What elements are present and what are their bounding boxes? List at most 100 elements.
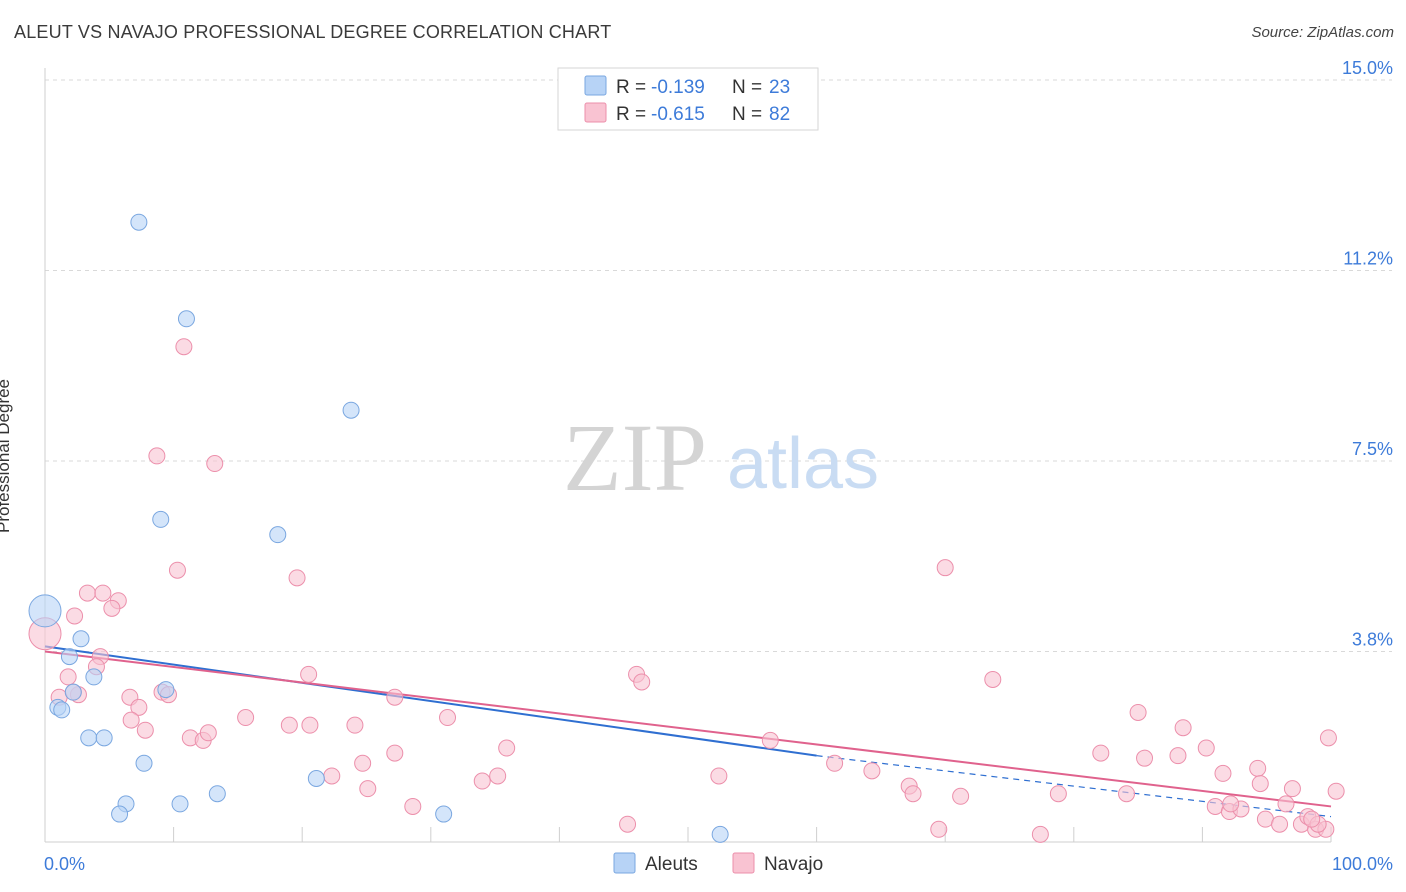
x-tick-label-min: 0.0% [44, 854, 85, 874]
navajo-point [1283, 780, 1301, 798]
aleut-point [208, 785, 226, 803]
legend-r-value: -0.139 [651, 77, 705, 98]
y-tick-label: 11.2% [1343, 249, 1393, 269]
navajo-point [1136, 749, 1154, 767]
legend-bottom-label-aleuts: Aleuts [645, 854, 698, 875]
y-tick-label: 15.0% [1342, 58, 1393, 78]
aleut-point [177, 310, 195, 328]
navajo-point [130, 698, 148, 716]
y-tick-label: 3.8% [1352, 630, 1393, 650]
navajo-point [904, 785, 922, 803]
navajo-point [489, 767, 507, 785]
aleut-point [152, 510, 170, 528]
navajo-point [1049, 785, 1067, 803]
legend-bottom-label-navajo: Navajo [764, 854, 823, 875]
navajo-point [103, 599, 121, 617]
aleut-point [135, 754, 153, 772]
navajo-point [1277, 795, 1295, 813]
navajo-point [136, 721, 154, 739]
trend-line-navajo [44, 650, 1332, 808]
aleut-point [435, 805, 453, 823]
legend-swatch-navajo [584, 102, 607, 123]
navajo-point [633, 673, 651, 691]
navajo-point [78, 584, 96, 602]
aleut-point [269, 526, 287, 544]
navajo-point [1327, 782, 1345, 800]
navajo-point [1251, 775, 1269, 793]
aleut-point [60, 648, 78, 666]
navajo-point [206, 455, 224, 473]
source-label: Source: ZipAtlas.com [1251, 24, 1394, 41]
navajo-point [1174, 719, 1192, 737]
legend-r-label: R = [616, 77, 646, 98]
navajo-point [619, 815, 637, 833]
navajo-point [1169, 747, 1187, 765]
navajo-point [1271, 815, 1289, 833]
navajo-point [1092, 744, 1110, 762]
navajo-point [936, 559, 954, 577]
aleut-point [80, 729, 98, 747]
trend-lines [44, 645, 1332, 818]
legend-n-value: 82 [769, 104, 790, 125]
navajo-point [94, 584, 112, 602]
navajo-point [66, 607, 84, 625]
navajo-point [1256, 810, 1274, 828]
aleut-point [53, 701, 71, 719]
legend-top: R = -0.139 N = 23 R = -0.615 N = 82 [557, 67, 819, 131]
aleut-point [28, 594, 62, 628]
navajo-point [439, 709, 457, 727]
navajo-point [1206, 797, 1224, 815]
navajo-point [301, 716, 319, 734]
navajo-point [473, 772, 491, 790]
navajo-point [237, 709, 255, 727]
navajo-point [168, 561, 186, 579]
data-points [28, 213, 1345, 843]
legend-r-label: R = [616, 104, 646, 125]
legend-swatch-aleuts [584, 75, 607, 96]
navajo-point [199, 724, 217, 742]
tick-labels: 3.8% 7.5% 11.2% 15.0% 0.0% 100.0% [44, 58, 1393, 874]
aleut-point [72, 630, 90, 648]
navajo-point [984, 670, 1002, 688]
aleut-point [157, 681, 175, 699]
aleut-point [64, 683, 82, 701]
navajo-point [1197, 739, 1215, 757]
navajo-point [1249, 759, 1267, 777]
navajo-point [404, 797, 422, 815]
x-tick-label-max: 100.0% [1332, 854, 1393, 874]
legend-n-label: N = [732, 104, 762, 125]
chart-title: ALEUT VS NAVAJO PROFESSIONAL DEGREE CORR… [14, 22, 612, 42]
navajo-point [59, 668, 77, 686]
navajo-point [386, 744, 404, 762]
navajo-point [359, 780, 377, 798]
trend-line-aleuts [44, 645, 817, 757]
navajo-point [300, 665, 318, 683]
legend-bottom-swatch-navajo [732, 852, 755, 874]
y-tick-label: 7.5% [1352, 439, 1393, 459]
aleut-point [95, 729, 113, 747]
navajo-point [175, 338, 193, 356]
watermark-atlas: atlas [727, 424, 879, 504]
watermark: ZIP atlas [563, 404, 879, 511]
aleut-point [711, 825, 729, 843]
legend-bottom: Aleuts Navajo [613, 852, 823, 875]
aleut-point [85, 668, 103, 686]
navajo-point [288, 569, 306, 587]
navajo-point [354, 754, 372, 772]
legend-bottom-swatch-aleuts [613, 852, 636, 874]
navajo-point [1303, 810, 1321, 828]
gridlines [45, 79, 1392, 652]
navajo-point [1129, 703, 1147, 721]
navajo-point [346, 716, 364, 734]
navajo-point [1118, 785, 1136, 803]
aleut-point [171, 795, 189, 813]
navajo-point [498, 739, 516, 757]
legend-n-value: 23 [769, 77, 790, 98]
aleut-point [111, 805, 129, 823]
navajo-point [323, 767, 341, 785]
navajo-point [1319, 729, 1337, 747]
navajo-point [386, 688, 404, 706]
navajo-point [826, 754, 844, 772]
legend-n-label: N = [732, 77, 762, 98]
